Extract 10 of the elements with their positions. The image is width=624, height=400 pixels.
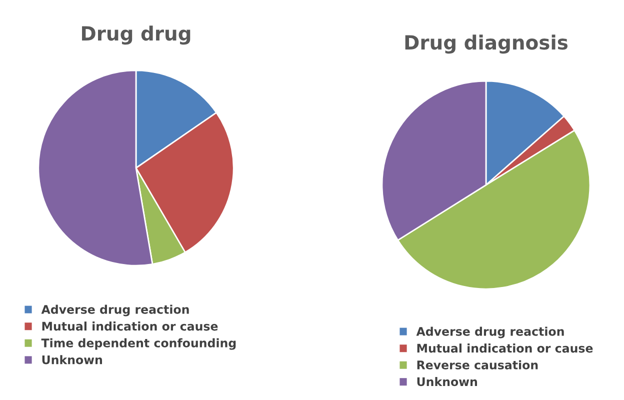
legend-label: Time dependent confounding — [41, 338, 236, 350]
chart-title: Drug diagnosis — [405, 34, 568, 54]
legend-label: Unknown — [42, 355, 102, 364]
legend-label: Mutual indication or cause — [417, 344, 593, 353]
chart-title: Drug drug — [82, 26, 190, 45]
legend-label: Unknown — [417, 377, 477, 386]
legend-label: Adverse drug reaction — [416, 326, 564, 338]
legend-label: Reverse causation — [417, 360, 538, 370]
legend-label: Mutual indication or cause — [42, 322, 218, 331]
legend-label: Adverse drug reaction — [41, 304, 189, 316]
